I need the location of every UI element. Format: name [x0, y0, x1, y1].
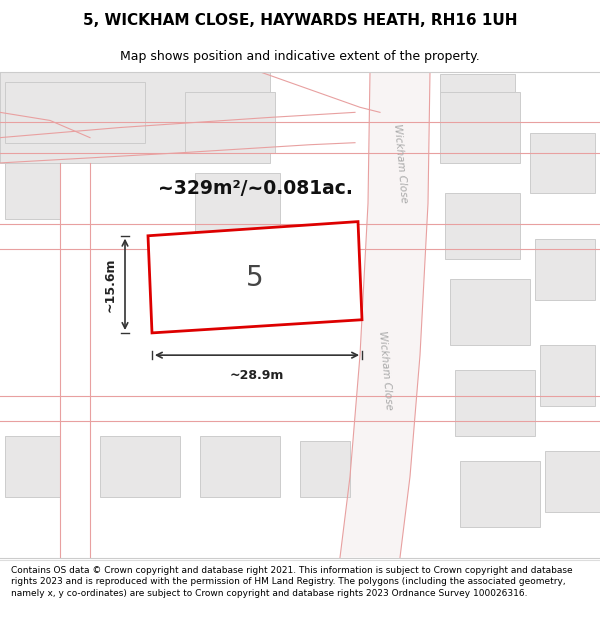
Bar [450, 279, 530, 345]
Text: Contains OS data © Crown copyright and database right 2021. This information is : Contains OS data © Crown copyright and d… [11, 566, 572, 598]
Bar [5, 82, 145, 142]
Bar [455, 371, 535, 436]
Bar [5, 436, 60, 497]
Text: ~15.6m: ~15.6m [104, 257, 117, 312]
Bar [545, 451, 600, 512]
Bar [200, 436, 280, 497]
Text: ~329m²/~0.081ac.: ~329m²/~0.081ac. [158, 179, 352, 198]
Text: 5: 5 [246, 264, 264, 291]
Text: Map shows position and indicative extent of the property.: Map shows position and indicative extent… [120, 49, 480, 62]
Bar [440, 92, 520, 163]
Text: ~28.9m: ~28.9m [230, 369, 284, 382]
Bar [440, 74, 515, 92]
Bar [195, 173, 280, 239]
Polygon shape [340, 72, 430, 558]
Text: Wickham Close: Wickham Close [377, 330, 394, 411]
Polygon shape [148, 222, 362, 333]
Text: Wickham Close: Wickham Close [392, 123, 409, 203]
Bar [535, 239, 595, 299]
Bar [185, 92, 275, 152]
Bar [460, 461, 540, 527]
Bar [540, 345, 595, 406]
Polygon shape [0, 72, 270, 163]
Bar [530, 132, 595, 193]
Text: 5, WICKHAM CLOSE, HAYWARDS HEATH, RH16 1UH: 5, WICKHAM CLOSE, HAYWARDS HEATH, RH16 1… [83, 12, 517, 28]
Bar [5, 163, 60, 219]
Bar [100, 436, 180, 497]
Bar [300, 441, 350, 497]
Bar [445, 193, 520, 259]
